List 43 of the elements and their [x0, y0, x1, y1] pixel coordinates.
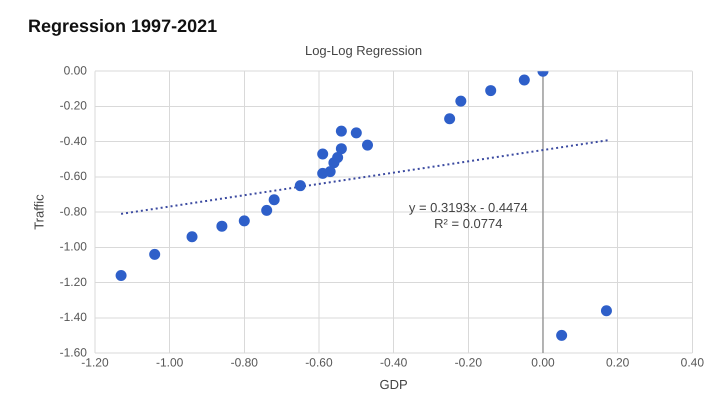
x-tick-label: 0.00: [531, 356, 555, 370]
chart-title: Regression 1997-2021: [28, 16, 218, 36]
y-tick-label: -0.20: [60, 98, 88, 113]
y-tick-label: -1.40: [60, 310, 88, 324]
x-axis-title: GDP: [380, 376, 408, 392]
point: [294, 180, 306, 192]
y-tick-label: -1.00: [60, 240, 88, 254]
point: [332, 152, 344, 163]
point: [238, 215, 250, 226]
point: [336, 143, 347, 154]
chart-subtitle: Log-Log Regression: [304, 42, 422, 58]
x-tick-label: -0.20: [454, 356, 482, 370]
point: [149, 248, 160, 260]
point: [186, 231, 198, 242]
point: [455, 96, 466, 107]
point: [116, 270, 127, 282]
x-tick-label: -0.40: [380, 356, 408, 370]
x-tick-label: -0.60: [305, 356, 333, 370]
y-tick-label: -0.80: [60, 204, 88, 218]
x-tick-label: 0.20: [606, 356, 630, 370]
y-tick-label: -0.40: [60, 134, 88, 148]
x-tick-label: 0.40: [680, 356, 704, 370]
point: [362, 140, 373, 151]
point: [485, 85, 496, 96]
x-tick-label: -0.80: [230, 356, 258, 370]
point: [518, 74, 530, 86]
point: [261, 204, 272, 216]
annotation: y = 0.3193x - 0.4474: [408, 200, 528, 216]
point: [324, 166, 336, 178]
point: [600, 305, 612, 316]
annotation: R² = 0.0774: [434, 216, 502, 232]
point: [216, 220, 228, 232]
y-tick-label: -1.20: [60, 274, 88, 289]
point: [444, 113, 456, 124]
point: [268, 194, 280, 206]
point: [336, 126, 347, 137]
point: [350, 127, 362, 138]
y-tick-label: 0.00: [64, 64, 88, 78]
y-tick-label: -0.60: [60, 169, 88, 184]
point: [556, 330, 568, 341]
y-axis-title: Traffic: [31, 194, 46, 230]
x-tick-label: -1.00: [156, 356, 184, 370]
point: [317, 148, 328, 160]
